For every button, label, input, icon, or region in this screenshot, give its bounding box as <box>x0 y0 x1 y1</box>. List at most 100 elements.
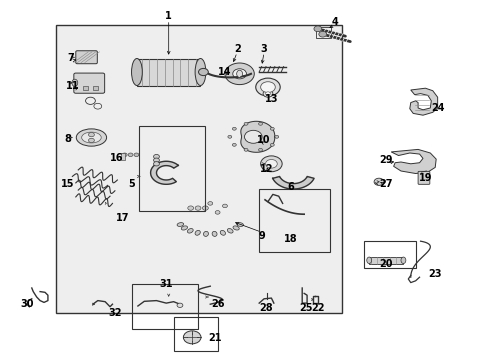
Circle shape <box>274 135 278 138</box>
Bar <box>316 27 330 38</box>
Text: 9: 9 <box>258 231 264 241</box>
Text: 22: 22 <box>310 303 324 313</box>
Circle shape <box>153 162 159 166</box>
Circle shape <box>187 206 193 210</box>
Circle shape <box>183 331 201 344</box>
Text: 17: 17 <box>115 213 129 223</box>
FancyBboxPatch shape <box>74 73 104 93</box>
Circle shape <box>318 31 326 37</box>
Circle shape <box>88 138 94 143</box>
Ellipse shape <box>131 59 142 86</box>
Ellipse shape <box>236 222 243 226</box>
Ellipse shape <box>177 222 183 226</box>
Bar <box>83 86 88 90</box>
Ellipse shape <box>76 129 106 146</box>
Circle shape <box>215 211 220 214</box>
Polygon shape <box>241 121 274 152</box>
Ellipse shape <box>72 79 78 86</box>
Circle shape <box>270 127 274 130</box>
Circle shape <box>263 90 272 97</box>
Polygon shape <box>409 88 437 115</box>
Circle shape <box>258 122 262 125</box>
Ellipse shape <box>212 231 217 237</box>
Circle shape <box>88 132 94 137</box>
Polygon shape <box>272 176 313 189</box>
Bar <box>139 126 205 211</box>
Text: 19: 19 <box>418 173 431 183</box>
Circle shape <box>260 82 275 93</box>
Text: 12: 12 <box>259 164 273 174</box>
Bar <box>121 153 125 160</box>
Circle shape <box>232 143 236 146</box>
Ellipse shape <box>366 257 371 264</box>
Circle shape <box>207 202 212 205</box>
Circle shape <box>134 153 139 157</box>
Circle shape <box>202 206 208 210</box>
Circle shape <box>153 154 159 159</box>
FancyBboxPatch shape <box>417 171 429 184</box>
Circle shape <box>270 143 274 146</box>
Circle shape <box>122 153 127 157</box>
Ellipse shape <box>227 229 233 233</box>
Text: 5: 5 <box>128 179 135 189</box>
Text: 30: 30 <box>20 299 34 309</box>
Text: 3: 3 <box>260 44 267 54</box>
Circle shape <box>195 206 201 210</box>
Text: 14: 14 <box>218 67 231 77</box>
Bar <box>132 284 198 329</box>
Text: 11: 11 <box>65 81 79 91</box>
Text: 13: 13 <box>264 94 278 104</box>
Ellipse shape <box>203 231 208 237</box>
Ellipse shape <box>81 132 101 143</box>
Circle shape <box>224 63 254 85</box>
Ellipse shape <box>236 70 242 77</box>
Polygon shape <box>150 161 178 184</box>
Bar <box>93 86 98 90</box>
FancyBboxPatch shape <box>76 51 97 64</box>
Text: 1: 1 <box>165 11 172 21</box>
Circle shape <box>265 159 277 168</box>
Text: 16: 16 <box>109 153 123 163</box>
Text: 8: 8 <box>64 134 71 144</box>
Circle shape <box>313 26 321 32</box>
Bar <box>56 25 342 313</box>
Bar <box>368 257 403 264</box>
Ellipse shape <box>181 226 187 230</box>
Text: 29: 29 <box>379 155 392 165</box>
Ellipse shape <box>195 230 200 235</box>
Ellipse shape <box>232 226 239 230</box>
Circle shape <box>222 204 227 208</box>
Text: 26: 26 <box>210 299 224 309</box>
Circle shape <box>232 69 246 79</box>
Polygon shape <box>390 149 435 174</box>
Circle shape <box>260 156 282 172</box>
Circle shape <box>258 148 262 151</box>
Text: 6: 6 <box>287 182 294 192</box>
Text: 25: 25 <box>298 303 312 313</box>
Text: 10: 10 <box>257 135 270 145</box>
Bar <box>173 317 217 351</box>
Circle shape <box>255 78 280 96</box>
Text: 2: 2 <box>233 44 240 54</box>
Text: 31: 31 <box>159 279 173 289</box>
Text: 27: 27 <box>379 179 392 189</box>
Circle shape <box>153 158 159 162</box>
Circle shape <box>198 68 208 76</box>
Text: 15: 15 <box>61 179 74 189</box>
Ellipse shape <box>187 229 193 233</box>
Text: 32: 32 <box>108 308 122 318</box>
Circle shape <box>244 148 247 151</box>
Text: 21: 21 <box>208 333 222 343</box>
Bar <box>259 189 329 252</box>
Ellipse shape <box>400 257 405 264</box>
Circle shape <box>244 130 262 143</box>
Circle shape <box>244 122 247 125</box>
Text: 7: 7 <box>67 53 74 63</box>
Text: 4: 4 <box>331 17 338 27</box>
Text: 20: 20 <box>379 258 392 269</box>
Circle shape <box>177 303 183 307</box>
Circle shape <box>232 127 236 130</box>
Bar <box>364 241 415 268</box>
Bar <box>137 58 200 85</box>
Circle shape <box>128 153 133 157</box>
